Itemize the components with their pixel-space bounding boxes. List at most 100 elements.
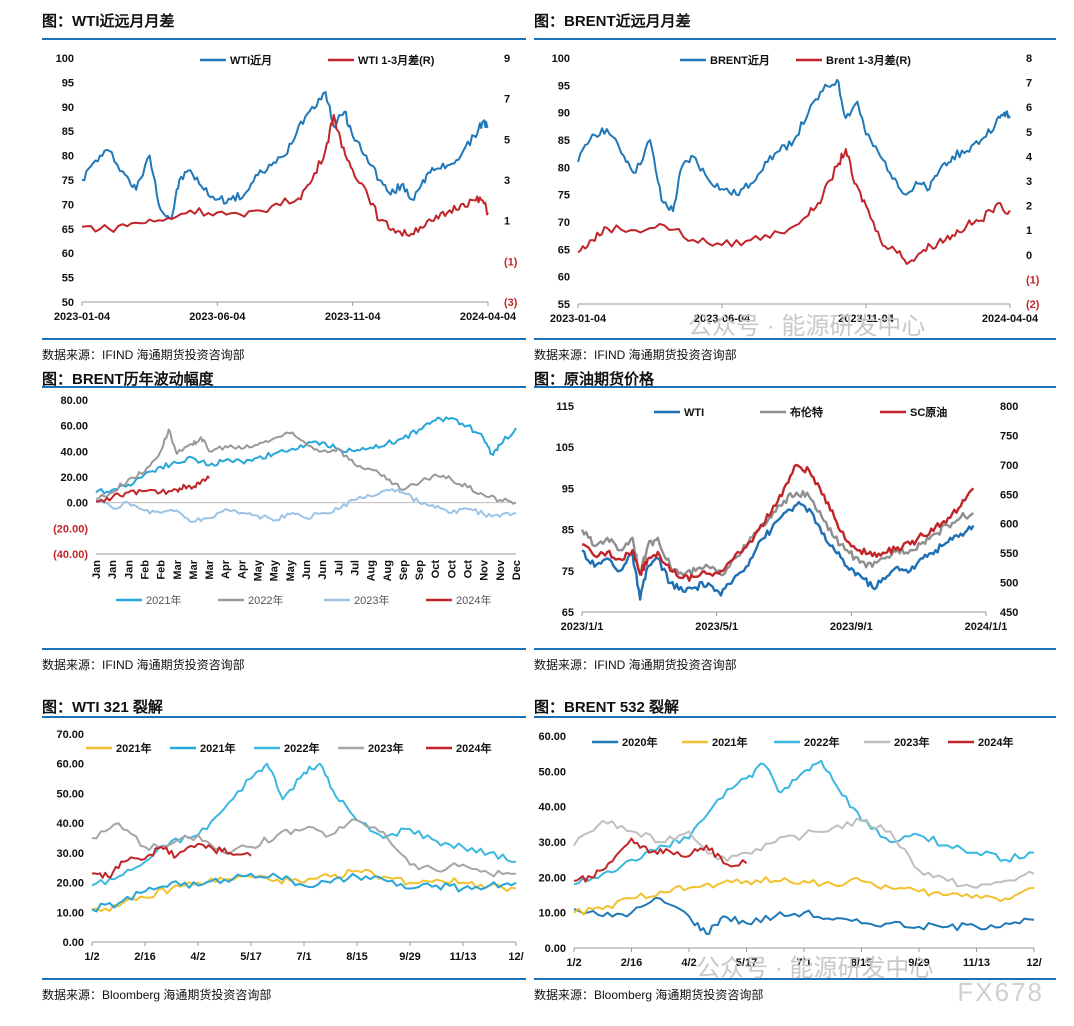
series-line — [573, 837, 748, 883]
y-tick-label: 10.00 — [56, 907, 84, 919]
y-tick-label: 60.00 — [56, 759, 84, 771]
y-tick-label: 0.00 — [545, 943, 566, 955]
panel-title: 图：BRENT 532 裂解 — [534, 699, 680, 716]
x-tick-label: 2023-11-04 — [838, 313, 895, 325]
x-tick-label: 11/13 — [963, 957, 990, 969]
x-tick-label: 7/1 — [296, 951, 311, 963]
series-line — [573, 759, 1035, 886]
legend-label: 布伦特 — [790, 405, 823, 419]
series-line — [95, 488, 517, 523]
y-tick-label: 70.00 — [56, 729, 84, 741]
x-tick-label: 2/16 — [134, 951, 155, 963]
y2-tick-label: 6 — [1026, 102, 1032, 114]
series-line — [580, 490, 975, 577]
legend-label: 2021年 — [712, 735, 747, 749]
x-tick-label: Jul — [349, 560, 361, 576]
y-tick-label: 60.00 — [538, 731, 566, 743]
y-tick-label: 65 — [562, 607, 574, 619]
y-tick-label: 40.00 — [56, 818, 84, 830]
series-line — [573, 896, 1035, 935]
y2-tick-label: 1 — [1026, 225, 1032, 237]
y-tick-label: 100 — [56, 53, 74, 65]
y-tick-label: 10.00 — [538, 908, 566, 920]
x-tick-label: Mar — [188, 559, 200, 579]
x-tick-label: Jun — [301, 560, 313, 580]
x-tick-label: 9/29 — [399, 951, 420, 963]
series-line — [577, 78, 1011, 213]
x-tick-label: 8/15 — [346, 951, 367, 963]
y-tick-label: 105 — [556, 442, 574, 454]
y-tick-label: 90 — [558, 108, 570, 120]
legend-label: BRENT近月 — [710, 53, 770, 67]
x-tick-label: Nov — [495, 559, 507, 581]
y-tick-label: 70 — [62, 199, 74, 211]
chart-brent-volatility: 80.0060.0040.0020.000.00(20.00)(40.00)Ja… — [53, 395, 523, 607]
legend-label: 2023年 — [368, 741, 403, 755]
legend-label: 2022年 — [804, 735, 839, 749]
legend-label: Brent 1-3月差(R) — [826, 53, 911, 67]
title-rule — [42, 38, 526, 40]
x-tick-label: Feb — [156, 560, 168, 580]
x-tick-label: Sep — [414, 560, 426, 580]
legend-label: 2022年 — [248, 593, 283, 607]
y2-tick-label: 750 — [1000, 430, 1018, 442]
y-tick-label: 115 — [556, 401, 574, 413]
x-tick-label: Jan — [107, 560, 119, 579]
panel-title: 图：原油期货价格 — [534, 371, 655, 388]
y-tick-label: 50 — [62, 297, 74, 309]
legend-label: 2023年 — [354, 593, 389, 607]
source-note: 数据来源：IFIND 海通期货投资咨询部 — [534, 658, 737, 672]
x-tick-label: 11/13 — [450, 951, 477, 963]
y-tick-label: 95 — [558, 80, 570, 92]
y-tick-label: 70 — [558, 217, 570, 229]
y2-tick-label: (1) — [504, 256, 518, 268]
x-tick-label: 1/2 — [84, 951, 99, 963]
x-tick-label: 2023-01-04 — [54, 311, 111, 323]
y-tick-label: 60.00 — [60, 421, 88, 433]
source-rule — [42, 338, 526, 340]
x-tick-label: Mar — [204, 559, 216, 579]
y-tick-label: 30.00 — [56, 848, 84, 860]
x-tick-label: May — [269, 559, 281, 581]
x-tick-label: 4/2 — [681, 957, 696, 969]
series-line — [91, 842, 252, 879]
series-line — [91, 872, 517, 913]
x-tick-label: Jan — [123, 560, 135, 579]
y-tick-label: 80.00 — [60, 395, 88, 407]
title-rule — [534, 716, 1056, 718]
legend-label: WTI 1-3月差(R) — [358, 53, 435, 67]
x-tick-label: 5/17 — [736, 957, 757, 969]
x-tick-label: Feb — [139, 560, 151, 580]
y-tick-label: 30.00 — [538, 837, 566, 849]
y2-tick-label: (1) — [1026, 274, 1040, 286]
x-tick-label: 9/29 — [908, 957, 929, 969]
x-tick-label: Jun — [317, 560, 329, 580]
legend-label: 2021年 — [200, 741, 235, 755]
y2-tick-label: 4 — [1026, 151, 1033, 163]
y-tick-label: 60 — [558, 272, 570, 284]
panel-title: 图：WTI近远月月差 — [42, 13, 175, 30]
x-tick-label: 2023-06-04 — [189, 311, 246, 323]
y-tick-label: 20.00 — [60, 472, 88, 484]
x-tick-label: Oct — [463, 560, 475, 579]
series-line — [573, 817, 1035, 889]
y2-tick-label: 7 — [504, 94, 510, 106]
panel-wti-321-crack: 图：WTI 321 裂解 70.00 60.00 50.00 40.00 30.00 20… — [42, 696, 526, 1008]
series-line — [81, 113, 489, 237]
x-tick-label: 1/2 — [566, 957, 581, 969]
y-tick-label: 85 — [562, 525, 574, 537]
x-tick-label: 2023-01-04 — [550, 313, 607, 325]
legend-label: 2021年 — [146, 593, 181, 607]
legend-label: 2022年 — [284, 741, 319, 755]
panel-brent-volatility: 图：BRENT历年波动幅度 80.00 60.00 40.00 20.00 0.00 (2… — [42, 368, 526, 678]
source-rule — [42, 648, 526, 650]
y-tick-label: 55 — [558, 299, 570, 311]
x-tick-label: 2024-04-04 — [982, 313, 1039, 325]
title-rule — [42, 386, 526, 388]
y-tick-label: 85 — [62, 126, 74, 138]
x-tick-label: 2024/1/1 — [965, 621, 1008, 633]
legend-label: WTI近月 — [230, 53, 272, 67]
series-line — [573, 876, 1035, 916]
source-note: 数据来源：IFIND 海通期货投资咨询部 — [42, 658, 245, 672]
y2-tick-label: 700 — [1000, 460, 1018, 472]
